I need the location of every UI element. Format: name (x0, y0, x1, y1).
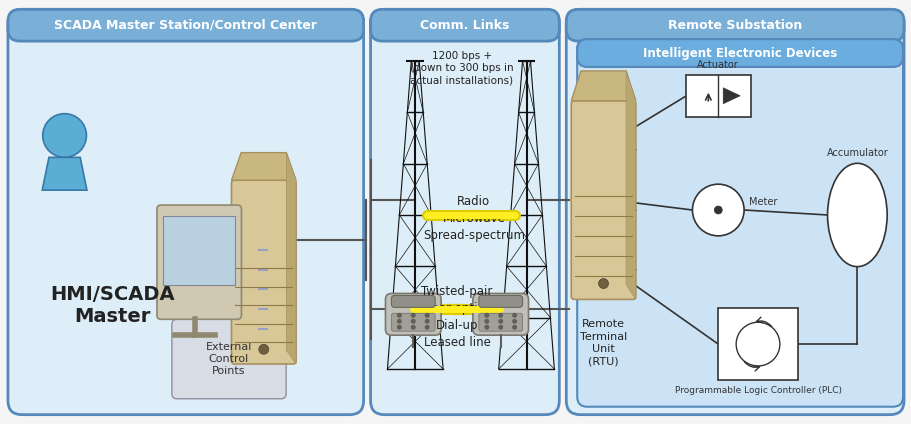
Text: Radio
Microwave
Spread-spectrum: Radio Microwave Spread-spectrum (423, 195, 525, 242)
FancyBboxPatch shape (686, 75, 751, 117)
Polygon shape (626, 71, 635, 299)
Circle shape (410, 313, 415, 318)
FancyBboxPatch shape (577, 39, 902, 67)
Circle shape (735, 322, 779, 366)
Text: Remote
Terminal
Unit
(RTU): Remote Terminal Unit (RTU) (579, 319, 627, 366)
Circle shape (497, 319, 503, 324)
Circle shape (425, 313, 429, 318)
FancyBboxPatch shape (8, 9, 363, 415)
Text: Accumulator: Accumulator (825, 148, 887, 158)
Circle shape (396, 319, 402, 324)
FancyBboxPatch shape (566, 9, 903, 41)
FancyBboxPatch shape (478, 313, 522, 331)
Text: Remote Substation: Remote Substation (667, 19, 802, 32)
Text: Comm. Links: Comm. Links (420, 19, 509, 32)
Circle shape (43, 114, 87, 157)
Circle shape (396, 325, 402, 330)
Text: SCADA Master Station/Control Center: SCADA Master Station/Control Center (55, 19, 317, 32)
Circle shape (512, 325, 517, 330)
FancyBboxPatch shape (473, 293, 528, 335)
Circle shape (396, 313, 402, 318)
FancyBboxPatch shape (391, 296, 435, 307)
FancyBboxPatch shape (370, 9, 558, 41)
Circle shape (497, 325, 503, 330)
FancyBboxPatch shape (718, 308, 797, 380)
FancyBboxPatch shape (157, 205, 241, 319)
Polygon shape (286, 153, 296, 364)
FancyBboxPatch shape (566, 9, 903, 415)
FancyBboxPatch shape (391, 313, 435, 331)
Circle shape (484, 319, 488, 324)
FancyBboxPatch shape (231, 180, 296, 364)
Circle shape (598, 279, 608, 288)
Circle shape (691, 184, 743, 236)
Polygon shape (570, 71, 635, 101)
Text: 1200 bps +
(down to 300 bps in
actual installations): 1200 bps + (down to 300 bps in actual in… (410, 51, 513, 86)
Text: Actuator: Actuator (697, 60, 738, 70)
FancyBboxPatch shape (163, 217, 235, 285)
FancyBboxPatch shape (8, 9, 363, 41)
Ellipse shape (826, 163, 886, 267)
Circle shape (497, 313, 503, 318)
Text: Twisted-pair
Fiber-optics
Dial-up
Leased line: Twisted-pair Fiber-optics Dial-up Leased… (421, 285, 492, 349)
FancyBboxPatch shape (171, 319, 286, 399)
Circle shape (259, 344, 269, 354)
Text: HMI/SCADA
Master: HMI/SCADA Master (50, 285, 174, 326)
Circle shape (713, 206, 722, 214)
FancyBboxPatch shape (478, 296, 522, 307)
Circle shape (425, 319, 429, 324)
Text: Programmable Logic Controller (PLC): Programmable Logic Controller (PLC) (674, 386, 841, 395)
Text: External
Control
Points: External Control Points (206, 342, 252, 377)
Polygon shape (722, 88, 740, 104)
FancyBboxPatch shape (385, 293, 441, 335)
Text: Intelligent Electronic Devices: Intelligent Electronic Devices (642, 47, 836, 59)
FancyBboxPatch shape (370, 9, 558, 415)
Polygon shape (42, 157, 87, 190)
FancyBboxPatch shape (570, 101, 635, 299)
Circle shape (512, 319, 517, 324)
Circle shape (484, 313, 488, 318)
Text: Meter: Meter (748, 197, 776, 207)
Circle shape (410, 325, 415, 330)
FancyBboxPatch shape (577, 39, 902, 407)
Polygon shape (231, 153, 296, 180)
Circle shape (410, 319, 415, 324)
Circle shape (425, 325, 429, 330)
Circle shape (484, 325, 488, 330)
Circle shape (512, 313, 517, 318)
